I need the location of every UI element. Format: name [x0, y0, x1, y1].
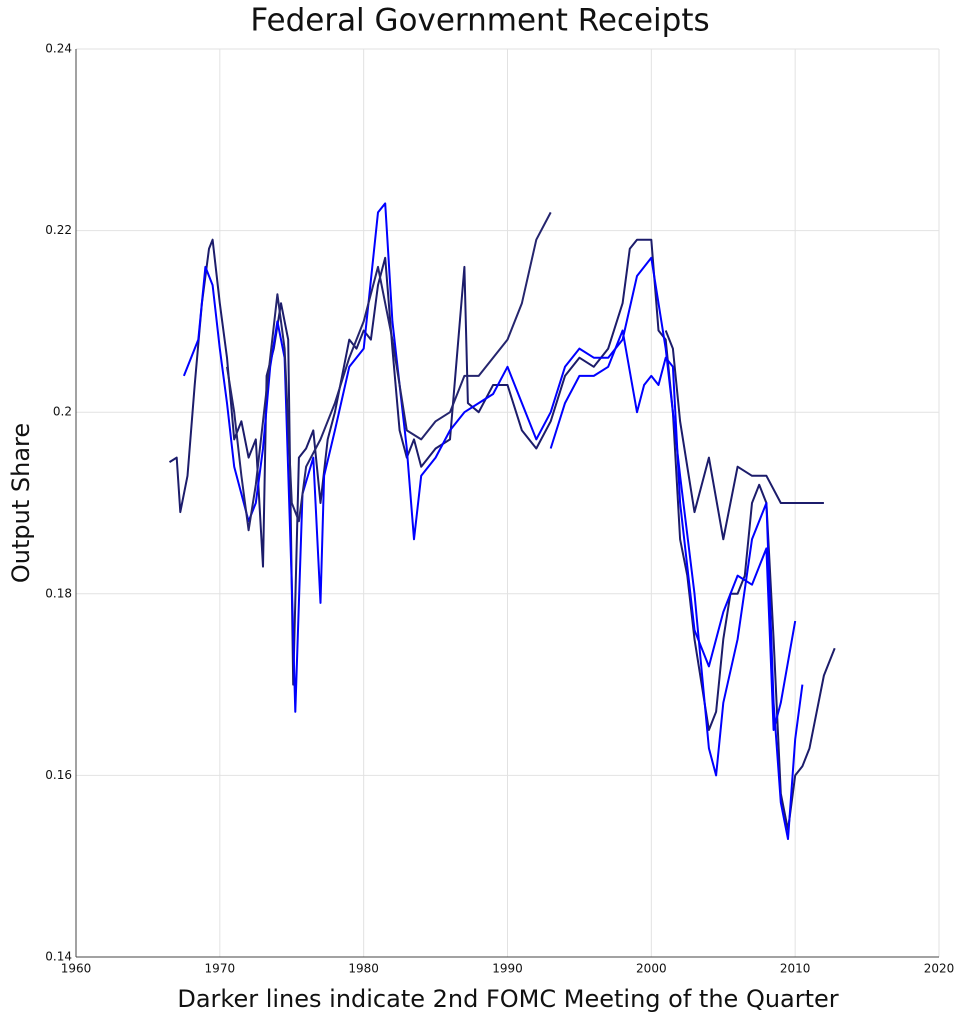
y-tick-label: 0.16: [45, 768, 72, 782]
x-tick-label: 2000: [636, 962, 667, 976]
series-line: [168, 238, 836, 831]
chart-title: Federal Government Receipts: [250, 3, 709, 39]
y-tick-label: 0.2: [53, 405, 72, 419]
x-tick-label: 1960: [61, 962, 92, 976]
y-axis-label: Output Share: [7, 423, 35, 583]
y-tick-label: 0.24: [45, 42, 72, 56]
y-tick-label: 0.18: [45, 586, 72, 600]
series-line: [549, 329, 797, 731]
x-tick-label: 1970: [205, 962, 236, 976]
x-tick-label: 1990: [492, 962, 523, 976]
x-tick-label: 2010: [780, 962, 811, 976]
x-axis-label: Darker lines indicate 2nd FOMC Meeting o…: [177, 985, 838, 1013]
y-tick-label: 0.22: [45, 223, 72, 237]
series-line: [664, 330, 824, 541]
x-tick-label: 2020: [924, 962, 955, 976]
x-tick-label: 1980: [348, 962, 379, 976]
y-tick-label: 0.14: [45, 950, 72, 964]
series-line: [226, 211, 552, 532]
series-line: [182, 202, 804, 840]
